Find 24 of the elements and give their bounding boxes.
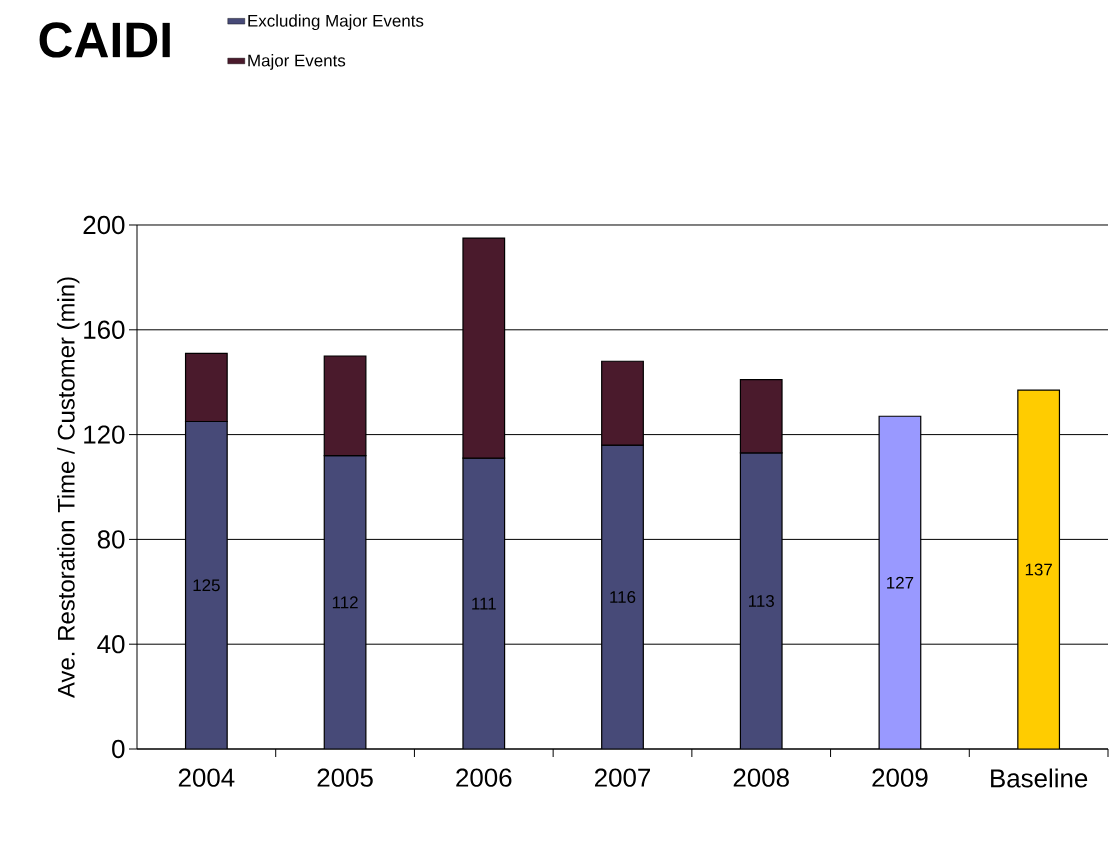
chart-title: CAIDI xyxy=(39,22,170,58)
y-tick-label: 40 xyxy=(97,635,125,654)
x-tick-label: 2008 xyxy=(733,768,789,787)
y-tick-label: 80 xyxy=(97,530,125,549)
legend-label: Major Events xyxy=(248,54,346,70)
data-label: 116 xyxy=(610,591,636,604)
data-label: 125 xyxy=(193,579,220,592)
data-label: 112 xyxy=(332,596,358,609)
y-tick-label: 0 xyxy=(112,739,125,759)
x-tick-label: 2005 xyxy=(317,768,373,787)
data-label: 127 xyxy=(887,576,914,589)
data-label: 113 xyxy=(749,594,774,607)
x-tick-label: 2006 xyxy=(456,768,512,787)
y-tick-label: 160 xyxy=(84,320,125,339)
y-tick-label: 120 xyxy=(84,425,125,444)
x-tick-label: Baseline xyxy=(991,768,1088,788)
y-tick-label: 200 xyxy=(83,215,125,235)
data-label: 111 xyxy=(472,597,496,610)
legend-label: Excluding Major Events xyxy=(248,14,424,31)
x-tick-label: 2007 xyxy=(594,768,651,787)
y-axis-title: Ave. Restoration Time / Customer (min) xyxy=(57,277,80,698)
x-tick-label: 2004 xyxy=(178,768,235,787)
x-tick-label: 2009 xyxy=(872,768,928,787)
data-label: 137 xyxy=(1025,563,1052,576)
